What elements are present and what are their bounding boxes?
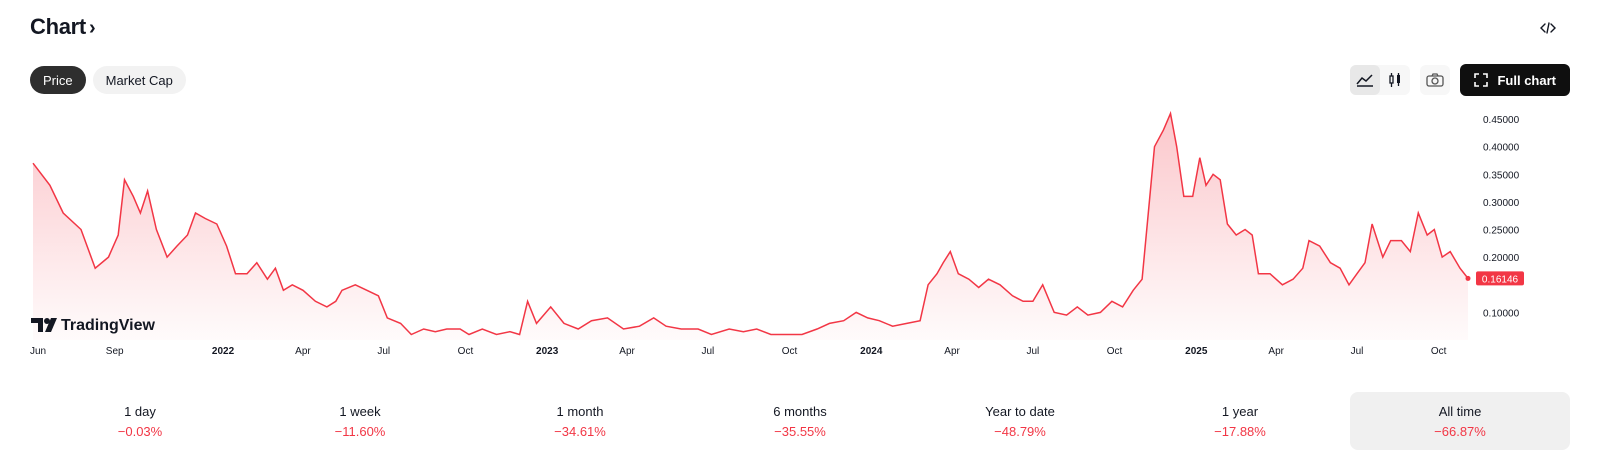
period-change: −34.61% (554, 423, 606, 439)
y-tick-label: 0.30000 (1483, 198, 1520, 209)
chart-mode-tabs: Price Market Cap (30, 66, 186, 94)
x-tick-label: Jul (701, 346, 714, 357)
price-chart[interactable]: TradingView 0.45000 0.40000 0.35000 0.30000… (0, 100, 1600, 365)
x-tick-label: 2025 (1185, 346, 1208, 357)
x-axis: Jun Sep 2022 Apr Jul Oct 2023 Apr Jul Oct 2024 Apr J… (30, 346, 1447, 357)
full-chart-label: Full chart (1497, 72, 1556, 88)
x-tick-label: Apr (944, 346, 960, 357)
period-label: 6 months (773, 403, 827, 419)
chart-style-group (1350, 65, 1411, 95)
x-tick-label: Oct (458, 346, 474, 357)
price-area-fill (33, 113, 1468, 340)
fullscreen-icon (1474, 73, 1489, 87)
period-label: 1 year (1221, 403, 1259, 419)
x-tick-label: Jun (30, 346, 46, 357)
tradingview-watermark: TradingView (31, 317, 156, 334)
x-tick-label: Sep (106, 346, 124, 357)
last-price-label: 0.16146 (1482, 274, 1519, 285)
candles-icon[interactable] (1380, 65, 1410, 95)
x-tick-label: Oct (1107, 346, 1123, 357)
period-change: −17.88% (1214, 423, 1266, 439)
tab-price[interactable]: Price (30, 66, 86, 94)
period-1-day[interactable]: 1 day −0.03% (30, 392, 250, 450)
period-label: All time (1438, 403, 1482, 419)
x-tick-label: Apr (295, 346, 311, 357)
page-title: Chart (30, 14, 86, 39)
last-price-badge (1476, 271, 1524, 286)
performance-bar: 1 day −0.03% 1 week −11.60% 1 month −34.61% 6 … (30, 392, 1570, 450)
period-label: 1 day (124, 403, 156, 419)
period-1-month[interactable]: 1 month −34.61% (470, 392, 690, 450)
period-change: −11.60% (334, 423, 386, 439)
period-change: −35.55% (774, 423, 826, 439)
area-chart-icon[interactable] (1350, 65, 1381, 95)
period-year-to-date[interactable]: Year to date −48.79% (910, 392, 1130, 450)
chevron-right-icon: › (88, 17, 96, 39)
x-tick-label: 2022 (212, 346, 235, 357)
period-1-week[interactable]: 1 week −11.60% (250, 392, 470, 450)
period-1-year[interactable]: 1 year −17.88% (1130, 392, 1350, 450)
period-label: Year to date (985, 403, 1055, 419)
x-tick-label: Oct (782, 346, 798, 357)
period-6-months[interactable]: 6 months −35.55% (690, 392, 910, 450)
x-tick-label: Apr (619, 346, 635, 357)
period-label: 1 week (339, 403, 381, 419)
y-tick-label: 0.20000 (1483, 253, 1520, 264)
last-price-marker: 0.16146 (1465, 271, 1524, 286)
y-tick-label: 0.35000 (1483, 170, 1520, 181)
period-change: −0.03% (117, 423, 163, 439)
x-tick-label: 2023 (536, 346, 559, 357)
last-price-dot (1465, 275, 1471, 281)
camera-icon[interactable] (1420, 65, 1451, 95)
period-change: −48.79% (994, 423, 1046, 439)
x-tick-label: Oct (1431, 346, 1447, 357)
period-all-time[interactable]: All time −66.87% (1350, 392, 1570, 450)
x-tick-label: Jul (1351, 346, 1364, 357)
full-chart-button[interactable]: Full chart (1460, 64, 1570, 96)
y-tick-label: 0.25000 (1483, 226, 1520, 237)
y-axis: 0.45000 0.40000 0.35000 0.30000 0.25000 0.200… (1483, 115, 1520, 319)
x-tick-label: 2024 (860, 346, 883, 357)
period-change: −66.87% (1434, 423, 1486, 439)
code-icon[interactable] (1536, 17, 1560, 39)
y-tick-label: 0.40000 (1483, 143, 1520, 154)
x-tick-label: Apr (1268, 346, 1284, 357)
tab-market-cap[interactable]: Market Cap (92, 66, 186, 94)
chart-title-link[interactable]: Chart › (30, 14, 96, 40)
period-label: 1 month (556, 403, 604, 419)
watermark-text: TradingView (61, 317, 156, 334)
chart-toolbar: Full chart (1350, 64, 1570, 96)
x-tick-label: Jul (1026, 346, 1039, 357)
y-tick-label: 0.10000 (1483, 308, 1520, 319)
y-tick-label: 0.45000 (1483, 115, 1520, 126)
tradingview-logo-icon (31, 318, 57, 332)
x-tick-label: Jul (377, 346, 390, 357)
price-line (32, 110, 1469, 336)
